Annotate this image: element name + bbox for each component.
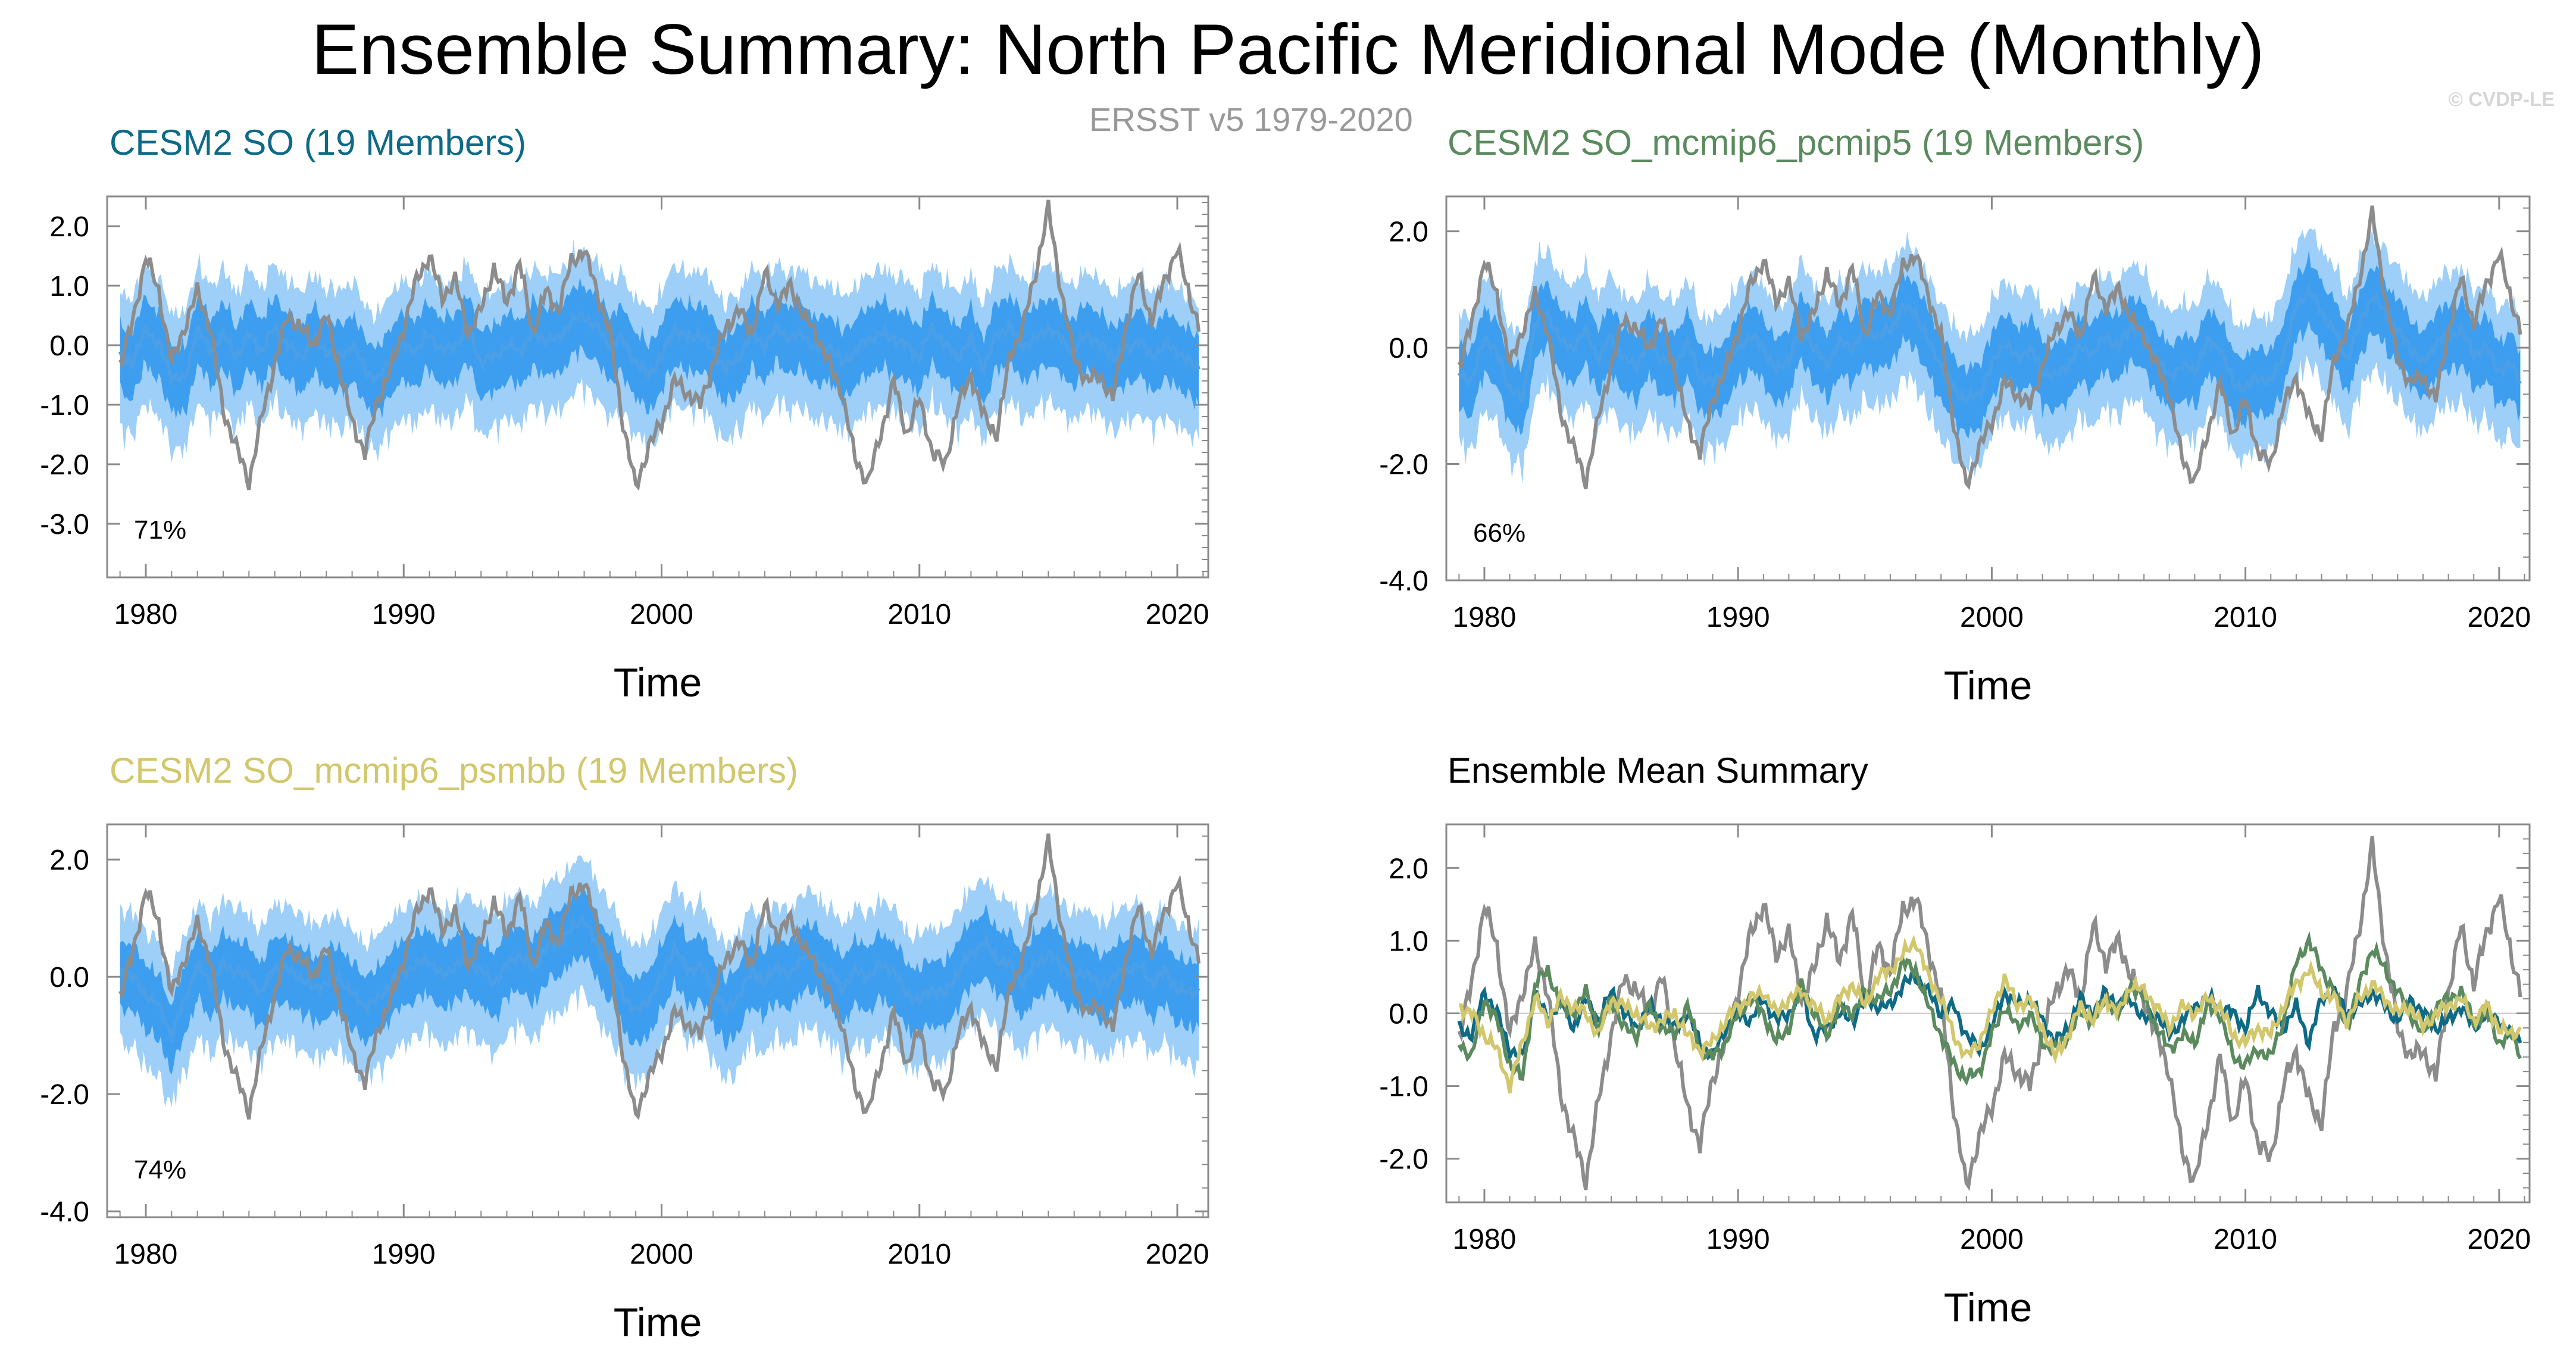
x-tick-label: 2020 xyxy=(1146,599,1209,630)
x-tick-label: 1980 xyxy=(114,1239,178,1270)
y-tick-label: 2.0 xyxy=(49,211,89,243)
percentile-annotation: 71% xyxy=(134,515,186,545)
x-tick-label: 2010 xyxy=(887,599,951,630)
x-axis-label: Time xyxy=(1944,663,2033,708)
y-tick-label: -2.0 xyxy=(1379,449,1428,481)
y-tick-label: -2.0 xyxy=(40,449,89,481)
ensemble-inner-range xyxy=(1459,250,2521,439)
x-tick-label: 2020 xyxy=(2467,602,2531,633)
y-tick-label: 0.0 xyxy=(49,962,89,993)
panel-4: Ensemble Mean Summary 1980 1990 2000 2010 202… xyxy=(1379,751,2531,1330)
plot-frame xyxy=(1445,195,2531,582)
y-tick-label: -3.0 xyxy=(40,509,89,540)
y-tick-label: 1.0 xyxy=(1389,926,1428,957)
percentile-annotation: 74% xyxy=(134,1155,186,1184)
y-tick-label: -1.0 xyxy=(40,390,89,421)
plot-frame xyxy=(106,823,1209,1218)
x-tick-label: 1990 xyxy=(372,1239,436,1270)
y-tick-label: -1.0 xyxy=(1379,1071,1428,1103)
y-tick-label: 2.0 xyxy=(1389,853,1428,884)
x-tick-label: 2010 xyxy=(887,1239,951,1270)
x-tick-label: 2020 xyxy=(2467,1224,2531,1255)
x-tick-label: 1980 xyxy=(114,599,178,630)
panel-1: CESM2 SO (19 Members) 1980 1990 2000 2010 202… xyxy=(40,123,1209,705)
x-tick-label: 1990 xyxy=(372,599,436,630)
y-tick-label: 1.0 xyxy=(49,271,89,302)
x-axis-label: Time xyxy=(614,660,702,705)
x-tick-label: 1980 xyxy=(1453,1224,1517,1255)
percentile-annotation: 66% xyxy=(1473,518,1525,548)
x-tick-label: 2000 xyxy=(630,1239,693,1270)
x-tick-label: 2010 xyxy=(2214,602,2277,633)
main-title: Ensemble Summary: North Pacific Meridion… xyxy=(311,10,2265,89)
x-tick-label: 2010 xyxy=(2214,1224,2277,1255)
panel-2: CESM2 SO_mcmip6_pcmip5 (19 Members) 1980 1… xyxy=(1379,123,2531,708)
observation-line xyxy=(118,833,1201,1121)
observation-label: ERSST v5 1979-2020 xyxy=(1089,101,1413,138)
plot-frame xyxy=(106,195,1209,579)
panel-3: CESM2 SO_mcmip6_psmbb (19 Members) 1980 19… xyxy=(40,751,1209,1345)
y-tick-label: 2.0 xyxy=(49,845,89,876)
panel-title: CESM2 SO (19 Members) xyxy=(110,123,526,162)
y-tick-label: -2.0 xyxy=(40,1079,89,1111)
x-axis-label: Time xyxy=(1944,1285,2033,1330)
x-tick-label: 1990 xyxy=(1706,602,1770,633)
x-tick-label: 2000 xyxy=(1960,1224,2024,1255)
panel-title: Ensemble Mean Summary xyxy=(1448,751,1868,790)
x-tick-label: 2020 xyxy=(1146,1239,1209,1270)
ensemble-mean-line xyxy=(1457,281,2522,406)
observation-line xyxy=(118,199,1201,491)
observation-line xyxy=(1457,205,2522,490)
y-tick-label: 0.0 xyxy=(49,330,89,362)
ensemble-inner-range xyxy=(120,277,1199,419)
mean-line-1 xyxy=(1457,971,2522,1064)
y-tick-label: 0.0 xyxy=(1389,333,1428,364)
panel-title: CESM2 SO_mcmip6_pcmip5 (19 Members) xyxy=(1448,123,2144,162)
x-axis-label: Time xyxy=(614,1300,702,1345)
y-tick-label: 0.0 xyxy=(1389,999,1428,1030)
y-tick-label: -4.0 xyxy=(1379,565,1428,597)
y-tick-label: -4.0 xyxy=(40,1196,89,1228)
y-tick-label: -2.0 xyxy=(1379,1144,1428,1176)
x-tick-label: 2000 xyxy=(1960,602,2024,633)
x-tick-label: 1990 xyxy=(1706,1224,1770,1255)
watermark: © CVDP-LE xyxy=(2448,88,2555,110)
mean-line-3 xyxy=(1459,934,2522,1094)
panel-title: CESM2 SO_mcmip6_psmbb (19 Members) xyxy=(110,751,798,790)
x-tick-label: 2000 xyxy=(630,599,693,630)
y-tick-label: 2.0 xyxy=(1389,217,1428,248)
ensemble-mean-line xyxy=(120,913,1201,1042)
x-tick-label: 1980 xyxy=(1453,602,1517,633)
